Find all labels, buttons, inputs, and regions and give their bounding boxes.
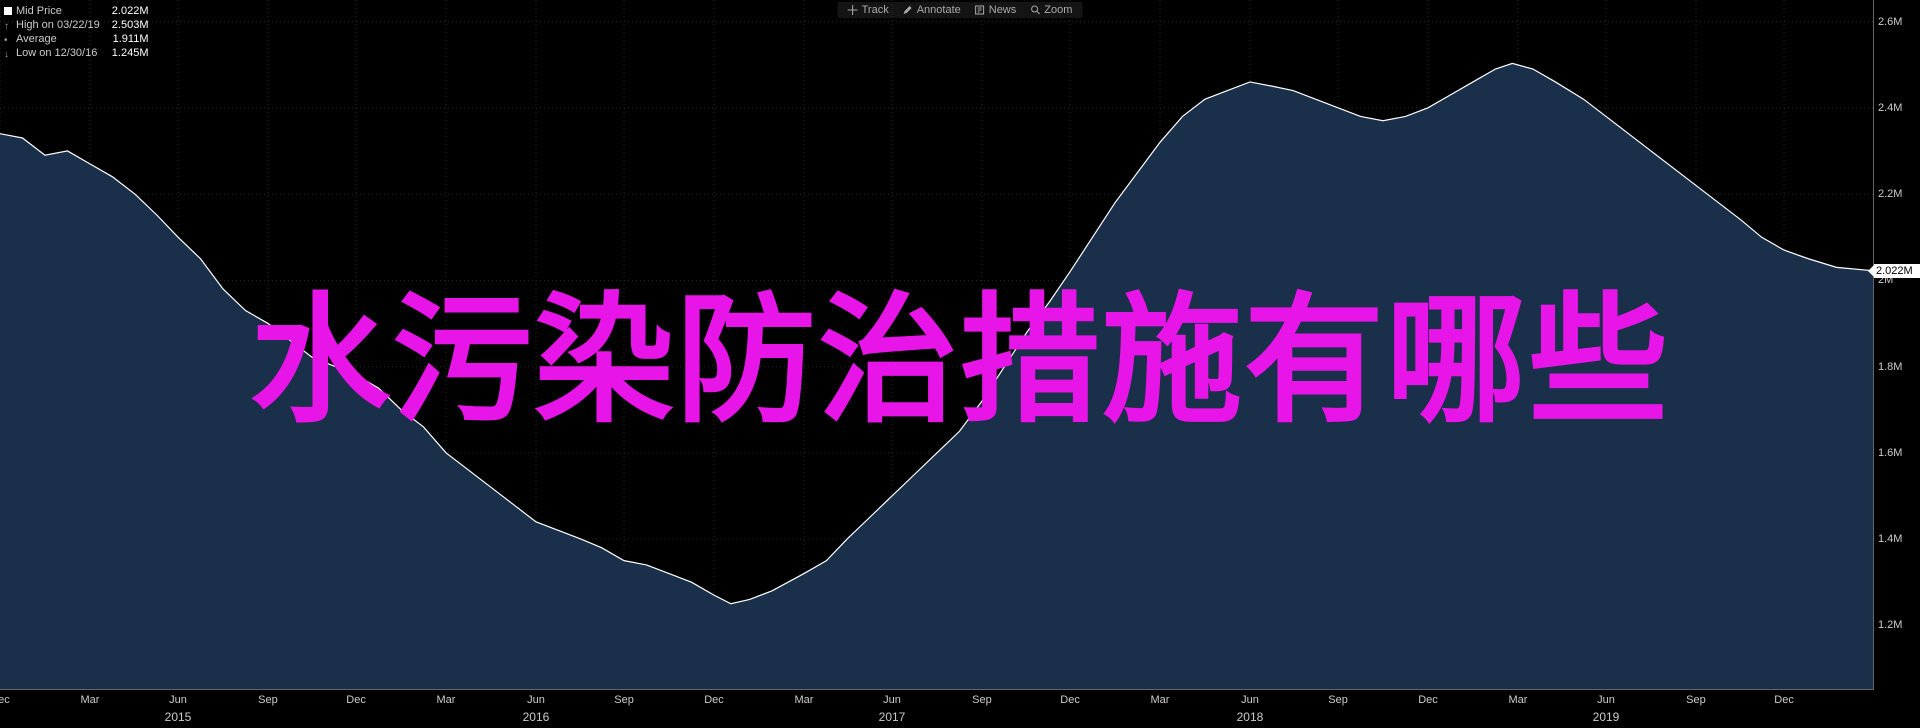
legend-low-label: Low on 12/30/16 xyxy=(16,46,97,60)
overlay-headline: 水污染防治措施有哪些 xyxy=(250,248,1670,450)
x-year-label: 2016 xyxy=(523,710,550,724)
x-year-label: 2019 xyxy=(1593,710,1620,724)
zoom-label: Zoom xyxy=(1044,4,1072,16)
legend-high: ↑ High on 03/22/19 2.503M xyxy=(4,18,149,32)
x-month-label: Jun xyxy=(1241,694,1259,706)
x-month-label: Jun xyxy=(1597,694,1615,706)
pencil-icon xyxy=(903,5,913,15)
x-year-label: 2015 xyxy=(165,710,192,724)
x-month-label: Dec xyxy=(0,694,10,706)
x-month-label: Mar xyxy=(1508,694,1527,706)
legend-mid-price: Mid Price 2.022M xyxy=(4,4,149,18)
x-month-label: Jun xyxy=(883,694,901,706)
legend-mid-value: 2.022M xyxy=(104,4,149,18)
track-button[interactable]: Track xyxy=(848,4,889,16)
x-month-label: Dec xyxy=(1418,694,1438,706)
legend-avg-label: Average xyxy=(16,32,57,46)
y-tick-label: 2.2M xyxy=(1878,188,1902,200)
track-label: Track xyxy=(862,4,889,16)
terminal-chart: Track Annotate News Zoom Mid Price 2.022… xyxy=(0,0,1920,728)
legend-high-label: High on 03/22/19 xyxy=(16,18,100,32)
news-button[interactable]: News xyxy=(975,4,1017,16)
x-month-label: Mar xyxy=(437,694,456,706)
y-tick-label: 1.8M xyxy=(1878,361,1902,373)
legend-low: ↓ Low on 12/30/16 1.245M xyxy=(4,46,149,60)
legend-high-value: 2.503M xyxy=(104,18,149,32)
annotate-label: Annotate xyxy=(917,4,961,16)
x-year-label: 2018 xyxy=(1237,710,1264,724)
annotate-button[interactable]: Annotate xyxy=(903,4,961,16)
x-month-label: Sep xyxy=(614,694,634,706)
legend-mid-label: Mid Price xyxy=(16,4,62,18)
x-month-label: Mar xyxy=(1151,694,1170,706)
legend-avg: • Average 1.911M xyxy=(4,32,149,46)
zoom-icon xyxy=(1030,5,1040,15)
x-month-label: Jun xyxy=(169,694,187,706)
zoom-button[interactable]: Zoom xyxy=(1030,4,1072,16)
last-value-flag: 2.022M xyxy=(1874,264,1920,278)
y-tick-label: 2.4M xyxy=(1878,102,1902,114)
y-axis: 1.2M1.4M1.6M1.8M2M2.2M2.4M2.6M2.022M xyxy=(1874,0,1920,690)
down-arrow-icon: ↓ xyxy=(4,48,12,58)
legend-low-value: 1.245M xyxy=(104,46,149,60)
x-year-label: 2017 xyxy=(879,710,906,724)
x-month-label: Sep xyxy=(972,694,992,706)
x-axis: Dec Mar Jun Sep Dec Mar Jun Sep Dec Mar Jun Sep Dec M… xyxy=(0,690,1874,728)
x-month-label: Sep xyxy=(258,694,278,706)
news-label: News xyxy=(989,4,1017,16)
chart-toolbar: Track Annotate News Zoom xyxy=(838,2,1083,18)
y-tick-label: 2.6M xyxy=(1878,16,1902,28)
x-month-label: Sep xyxy=(1686,694,1706,706)
y-tick-label: 1.6M xyxy=(1878,447,1902,459)
up-arrow-icon: ↑ xyxy=(4,20,12,30)
avg-icon: • xyxy=(4,34,12,44)
y-tick-label: 1.4M xyxy=(1878,533,1902,545)
x-month-label: Mar xyxy=(794,694,813,706)
x-month-label: Dec xyxy=(1060,694,1080,706)
x-month-label: Dec xyxy=(1774,694,1794,706)
y-tick-label: 1.2M xyxy=(1878,619,1902,631)
x-month-label: Mar xyxy=(80,694,99,706)
news-icon xyxy=(975,5,985,15)
legend-box: Mid Price 2.022M ↑ High on 03/22/19 2.50… xyxy=(4,4,149,60)
x-month-label: Jun xyxy=(527,694,545,706)
x-month-label: Sep xyxy=(1328,694,1348,706)
crosshair-icon xyxy=(848,5,858,15)
x-month-label: Dec xyxy=(704,694,724,706)
x-month-label: Dec xyxy=(346,694,366,706)
legend-swatch-icon xyxy=(4,7,12,15)
legend-avg-value: 1.911M xyxy=(105,32,149,46)
